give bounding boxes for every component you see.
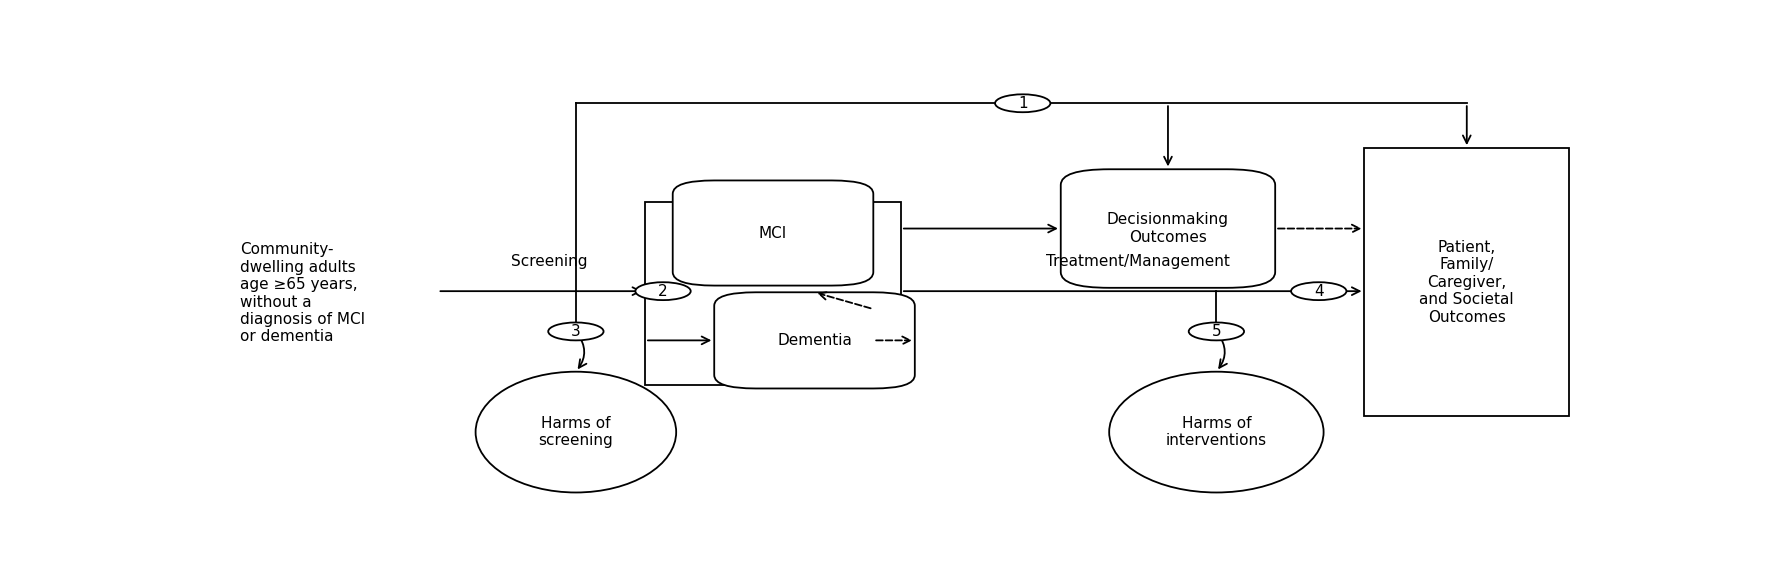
FancyBboxPatch shape xyxy=(714,292,916,389)
Circle shape xyxy=(635,282,691,300)
Text: 1: 1 xyxy=(1017,96,1028,111)
Bar xyxy=(644,202,901,385)
Text: Harms of
screening: Harms of screening xyxy=(539,416,614,449)
Text: Dementia: Dementia xyxy=(776,333,851,348)
Text: Treatment/Management: Treatment/Management xyxy=(1046,254,1230,269)
Text: MCI: MCI xyxy=(759,225,787,241)
Text: 4: 4 xyxy=(1314,284,1323,299)
Ellipse shape xyxy=(475,372,677,493)
Bar xyxy=(1364,148,1569,417)
Text: 5: 5 xyxy=(1212,324,1221,339)
Text: Patient,
Family/
Caregiver,
and Societal
Outcomes: Patient, Family/ Caregiver, and Societal… xyxy=(1419,240,1514,325)
FancyBboxPatch shape xyxy=(1060,169,1274,288)
Text: Decisionmaking
Outcomes: Decisionmaking Outcomes xyxy=(1107,212,1228,245)
Text: 2: 2 xyxy=(659,284,668,299)
Circle shape xyxy=(548,322,603,340)
Text: Screening: Screening xyxy=(511,254,587,269)
Circle shape xyxy=(1291,282,1346,300)
Circle shape xyxy=(994,94,1050,112)
Ellipse shape xyxy=(1108,372,1324,493)
FancyBboxPatch shape xyxy=(673,181,873,286)
Text: Harms of
interventions: Harms of interventions xyxy=(1166,416,1267,449)
Text: Community-
dwelling adults
age ≥65 years,
without a
diagnosis of MCI
or dementia: Community- dwelling adults age ≥65 years… xyxy=(239,242,364,345)
Text: 3: 3 xyxy=(571,324,580,339)
Circle shape xyxy=(1189,322,1244,340)
